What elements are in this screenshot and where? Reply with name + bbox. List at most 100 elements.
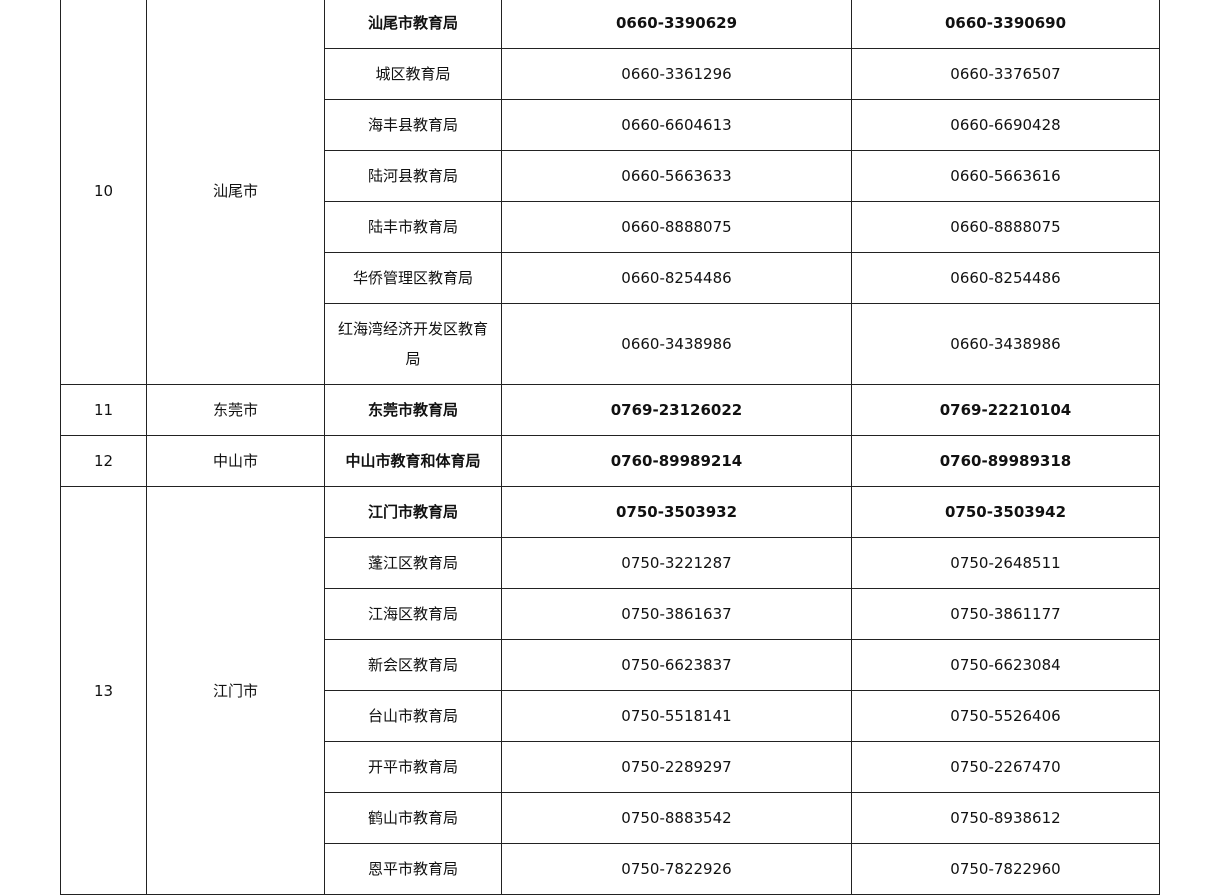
- phone-number: 0750-3221287: [501, 537, 851, 588]
- phone-number-text: 0750-7822926: [621, 860, 732, 878]
- office-name-text: 东莞市教育局: [367, 401, 458, 419]
- city-name: 东莞市: [146, 384, 324, 435]
- fax-number-text: 0660-3438986: [950, 335, 1061, 353]
- phone-number-text: 0750-3861637: [621, 605, 732, 623]
- office-name: 汕尾市教育局: [324, 0, 501, 48]
- phone-number: 0750-3503932: [501, 486, 851, 537]
- fax-number: 0660-3376507: [851, 48, 1159, 99]
- office-name: 江门市教育局: [324, 486, 501, 537]
- fax-number: 0750-2648511: [851, 537, 1159, 588]
- office-name: 中山市教育和体育局: [324, 435, 501, 486]
- fax-number: 0660-3438986: [851, 303, 1159, 384]
- office-name: 红海湾经济开发区教育局: [324, 303, 501, 384]
- phone-number: 0750-3861637: [501, 588, 851, 639]
- phone-number-text: 0660-8254486: [621, 269, 732, 287]
- phone-number-text: 0750-3503932: [615, 503, 738, 521]
- row-number: 10: [60, 0, 146, 384]
- phone-number: 0750-8883542: [501, 792, 851, 843]
- row-number: 13: [60, 486, 146, 894]
- phone-number-text: 0660-6604613: [621, 116, 732, 134]
- phone-number-text: 0760-89989214: [610, 452, 743, 470]
- office-name: 海丰县教育局: [324, 99, 501, 150]
- phone-number-text: 0660-3390629: [615, 14, 738, 32]
- office-name-text: 江海区教育局: [367, 605, 458, 623]
- office-name: 陆丰市教育局: [324, 201, 501, 252]
- fax-number: 0750-3861177: [851, 588, 1159, 639]
- row-number-text: 11: [93, 401, 114, 419]
- fax-number-text: 0750-5526406: [950, 707, 1061, 725]
- fax-number: 0750-7822960: [851, 843, 1159, 894]
- office-name-text: 汕尾市教育局: [367, 14, 458, 32]
- row-number: 12: [60, 435, 146, 486]
- office-name: 开平市教育局: [324, 741, 501, 792]
- row-number-text: 12: [93, 452, 114, 470]
- phone-number-text: 0660-5663633: [621, 167, 732, 185]
- phone-number-text: 0750-8883542: [621, 809, 732, 827]
- office-name: 华侨管理区教育局: [324, 252, 501, 303]
- office-name-text: 开平市教育局: [367, 758, 458, 776]
- office-name-text: 蓬江区教育局: [367, 554, 458, 572]
- city-name: 中山市: [146, 435, 324, 486]
- office-name-text: 鹤山市教育局: [367, 809, 458, 827]
- fax-number: 0750-6623084: [851, 639, 1159, 690]
- office-name-text: 陆河县教育局: [367, 167, 458, 185]
- phone-number-text: 0750-5518141: [621, 707, 732, 725]
- office-name-text: 江门市教育局: [367, 503, 458, 521]
- fax-number-text: 0660-8888075: [950, 218, 1061, 236]
- city-name-text: 汕尾市: [212, 182, 258, 200]
- office-name: 鹤山市教育局: [324, 792, 501, 843]
- row-number: 11: [60, 384, 146, 435]
- city-name-text: 中山市: [212, 452, 258, 470]
- phone-number: 0660-8254486: [501, 252, 851, 303]
- fax-number-text: 0660-3390690: [944, 14, 1067, 32]
- row-number-text: 10: [93, 182, 114, 200]
- city-name: 江门市: [146, 486, 324, 894]
- office-name: 陆河县教育局: [324, 150, 501, 201]
- office-name: 台山市教育局: [324, 690, 501, 741]
- office-name: 恩平市教育局: [324, 843, 501, 894]
- phone-number-text: 0750-6623837: [621, 656, 732, 674]
- fax-number-text: 0660-6690428: [950, 116, 1061, 134]
- fax-number: 0660-3390690: [851, 0, 1159, 48]
- fax-number: 0769-22210104: [851, 384, 1159, 435]
- phone-number: 0660-5663633: [501, 150, 851, 201]
- fax-number-text: 0750-2648511: [950, 554, 1061, 572]
- fax-number-text: 0660-8254486: [950, 269, 1061, 287]
- phone-number: 0660-8888075: [501, 201, 851, 252]
- phone-number: 0750-2289297: [501, 741, 851, 792]
- office-name-text: 海丰县教育局: [367, 116, 458, 134]
- phone-number-text: 0750-2289297: [621, 758, 732, 776]
- table-right-border: [1159, 0, 1160, 894]
- fax-number: 0660-6690428: [851, 99, 1159, 150]
- phone-number: 0760-89989214: [501, 435, 851, 486]
- fax-number-text: 0750-7822960: [950, 860, 1061, 878]
- phone-number: 0750-6623837: [501, 639, 851, 690]
- office-name-text: 华侨管理区教育局: [352, 269, 473, 287]
- office-name: 新会区教育局: [324, 639, 501, 690]
- phone-number-text: 0660-8888075: [621, 218, 732, 236]
- phone-number: 0660-3438986: [501, 303, 851, 384]
- fax-number-text: 0750-2267470: [950, 758, 1061, 776]
- office-name: 蓬江区教育局: [324, 537, 501, 588]
- phone-number: 0660-6604613: [501, 99, 851, 150]
- phone-number: 0750-7822926: [501, 843, 851, 894]
- fax-number-text: 0750-8938612: [950, 809, 1061, 827]
- fax-number-text: 0769-22210104: [939, 401, 1072, 419]
- row-number-text: 13: [93, 681, 114, 700]
- office-name-text: 恩平市教育局: [367, 860, 458, 878]
- phone-number-text: 0769-23126022: [610, 401, 743, 419]
- office-name: 城区教育局: [324, 48, 501, 99]
- fax-number-text: 0750-3861177: [950, 605, 1061, 623]
- phone-number: 0750-5518141: [501, 690, 851, 741]
- office-name-text: 新会区教育局: [367, 656, 458, 674]
- fax-number-text: 0750-6623084: [950, 656, 1061, 674]
- phone-number: 0769-23126022: [501, 384, 851, 435]
- fax-number: 0750-3503942: [851, 486, 1159, 537]
- fax-number: 0660-8888075: [851, 201, 1159, 252]
- phone-number-text: 0750-3221287: [621, 554, 732, 572]
- phone-number-text: 0660-3438986: [621, 335, 732, 353]
- office-name-text: 城区教育局: [375, 65, 451, 83]
- fax-number: 0750-5526406: [851, 690, 1159, 741]
- phone-number: 0660-3390629: [501, 0, 851, 48]
- office-name-text: 台山市教育局: [367, 707, 458, 725]
